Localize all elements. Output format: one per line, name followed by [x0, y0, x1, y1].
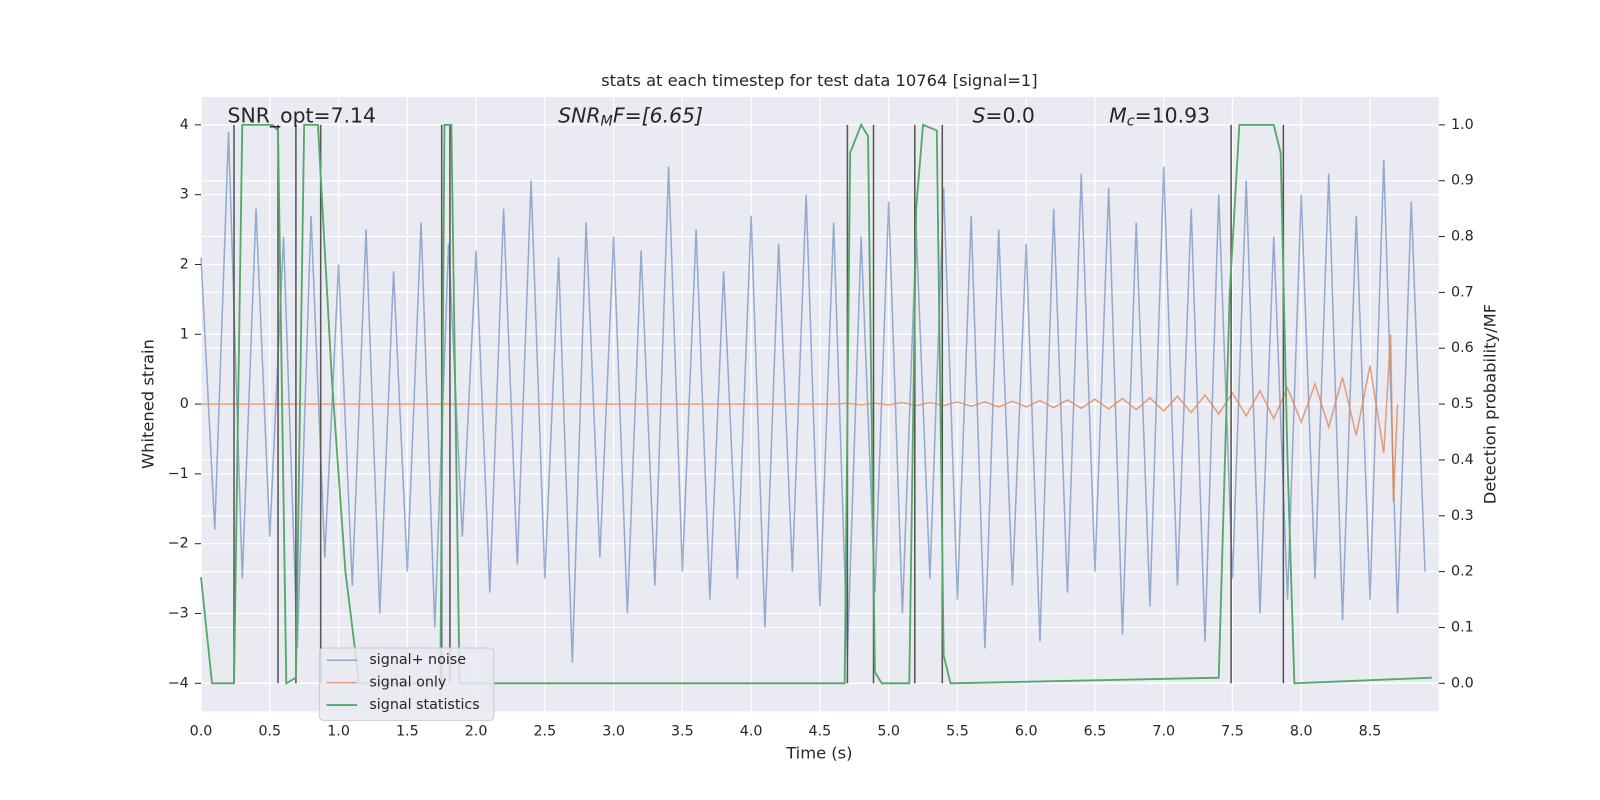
series-line [201, 334, 1399, 502]
x-tick-label: 5.5 [946, 724, 969, 740]
y-tick-label: −1 [168, 466, 189, 482]
y2-tick-label: 0.6 [1451, 340, 1474, 356]
annotation-tail: F=[6.65] [613, 103, 703, 127]
y2-tick-label: 0.5 [1451, 396, 1474, 412]
annotation-main: SNR_opt=7.14 [228, 103, 376, 128]
annotation: S=0.0 [972, 103, 1034, 127]
annotation-sub: c [1127, 113, 1135, 129]
x-tick-label: 4.5 [809, 724, 832, 740]
x-tick-label: 4.0 [740, 724, 763, 740]
x-tick-label: 1.5 [396, 724, 419, 740]
y-tick-label: 3 [180, 187, 189, 203]
y2-tick-label: 1.0 [1451, 117, 1474, 133]
annotation-sub: M [601, 113, 613, 129]
y2-tick-label: 0.9 [1451, 173, 1474, 189]
x-tick-label: 1.0 [327, 724, 350, 740]
y-tick-label: −4 [168, 675, 189, 691]
y-axis-label: Whitened strain [138, 339, 157, 469]
x-tick-label: 5.0 [877, 724, 900, 740]
annotation-main: SNR [558, 103, 600, 127]
chart-title: stats at each timestep for test data 107… [601, 71, 1038, 90]
y-tick-label: 2 [180, 256, 189, 272]
legend-label: signal+ noise [369, 652, 466, 668]
x-axis-label: Time (s) [785, 744, 852, 763]
x-tick-label: 8.0 [1290, 724, 1313, 740]
legend-label: signal only [369, 675, 446, 691]
legend-box [318, 647, 495, 721]
annotation: SNRMF=[6.65] [558, 103, 703, 129]
y2-axis-label: Detection probability/MF [1480, 304, 1499, 504]
x-tick-label: 6.5 [1084, 724, 1107, 740]
x-tick-label: 8.5 [1359, 724, 1382, 740]
x-tick-label: 0.0 [190, 724, 213, 740]
annotation-tail: =10.93 [1135, 103, 1210, 127]
y2-tick-label: 0.0 [1451, 675, 1474, 691]
x-tick-label: 6.0 [1015, 724, 1038, 740]
y-tick-label: 0 [180, 396, 189, 412]
series-line [200, 131, 1426, 663]
y2-tick-label: 0.8 [1451, 229, 1474, 245]
x-tick-label: 2.5 [533, 724, 556, 740]
x-tick-label: 7.5 [1221, 724, 1244, 740]
annotation-tail: =0.0 [985, 103, 1035, 127]
y2-tick-label: 0.7 [1451, 284, 1474, 300]
y2-tick-label: 0.2 [1451, 564, 1474, 580]
x-tick-label: 3.5 [671, 724, 694, 740]
y2-tick-label: 0.1 [1451, 619, 1474, 635]
x-tick-label: 0.5 [258, 724, 281, 740]
y2-tick-label: 0.3 [1451, 508, 1474, 524]
x-tick-label: 7.0 [1152, 724, 1175, 740]
y-tick-label: 1 [180, 326, 189, 342]
y-tick-label: 4 [180, 117, 189, 133]
annotation-main: S [972, 103, 985, 127]
y-tick-label: −2 [168, 536, 189, 552]
series-line [200, 122, 1432, 685]
y-tick-label: −3 [168, 605, 189, 621]
y2-tick-label: 0.4 [1451, 452, 1474, 468]
annotation-main: M [1109, 103, 1127, 127]
x-tick-label: 3.0 [602, 724, 625, 740]
x-tick-label: 2.0 [465, 724, 488, 740]
legend-label: signal statistics [369, 697, 479, 713]
annotation: Mc=10.93 [1109, 103, 1210, 129]
annotation: SNR_opt=7.14 [228, 103, 376, 128]
